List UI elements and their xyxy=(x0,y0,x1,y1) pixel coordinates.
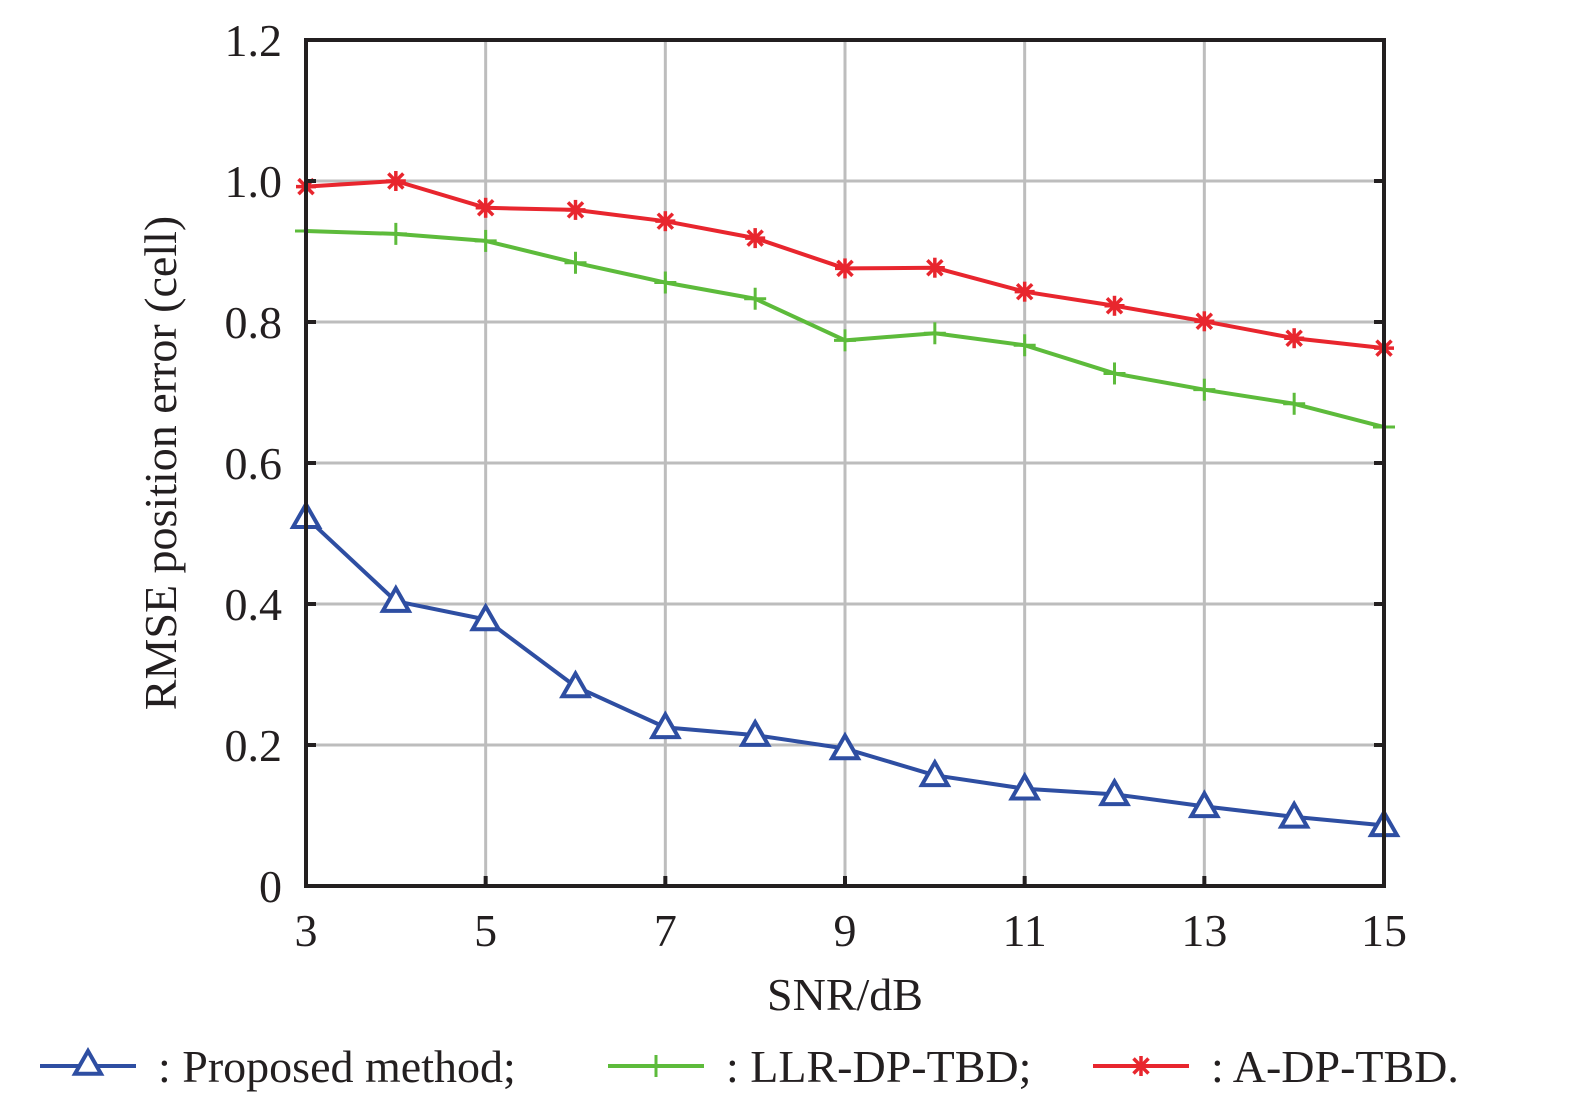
data-point xyxy=(655,211,676,232)
x-tick-label: 13 xyxy=(1181,905,1227,956)
legend-label: : LLR-DP-TBD; xyxy=(726,1041,1031,1092)
data-point xyxy=(1194,311,1215,332)
data-point xyxy=(559,669,592,699)
data-point xyxy=(918,758,952,788)
series-a-dp-tbd xyxy=(296,171,1394,359)
data-point xyxy=(923,322,946,345)
data-point xyxy=(1103,362,1126,385)
x-tick-label: 15 xyxy=(1361,905,1407,956)
y-tick-label: 0.8 xyxy=(225,297,283,348)
legend-item: : LLR-DP-TBD; xyxy=(608,1041,1031,1092)
data-point xyxy=(828,731,862,761)
x-tick-label: 9 xyxy=(834,905,857,956)
data-point xyxy=(1098,777,1131,807)
legend-item: : A-DP-TBD. xyxy=(1093,1041,1459,1092)
legend-label: : A-DP-TBD. xyxy=(1211,1041,1459,1092)
data-point xyxy=(738,718,772,747)
y-axis-label: RMSE position error (cell) xyxy=(135,216,186,710)
data-point xyxy=(648,710,682,740)
data-point xyxy=(379,584,413,613)
y-tick-label: 0 xyxy=(259,861,282,912)
legend-marker-asterisk-icon xyxy=(1131,1056,1151,1076)
data-point xyxy=(924,257,945,278)
ticks-layer: 3 5 7 9 11 13 15 0 0.2 0.4 0.6 0.8 1.0 1.2 xyxy=(225,15,1408,956)
series-llr-dp-tbd xyxy=(295,220,1395,439)
y-tick-label: 0.4 xyxy=(225,579,283,630)
data-point xyxy=(834,329,856,352)
data-point xyxy=(1284,328,1305,349)
data-point xyxy=(475,197,496,218)
data-point xyxy=(385,171,406,191)
x-tick-label: 7 xyxy=(654,905,677,956)
legend-item: : Proposed method; xyxy=(40,1041,516,1092)
data-point xyxy=(1283,392,1306,415)
data-point xyxy=(1193,378,1216,401)
data-point xyxy=(1008,771,1042,801)
legend-marker-plus-icon xyxy=(645,1055,667,1077)
data-point xyxy=(835,258,855,279)
legend-label: : Proposed method; xyxy=(158,1041,516,1092)
y-tick-label: 0.2 xyxy=(225,720,283,771)
y-tick-label: 1.0 xyxy=(225,156,283,207)
data-point xyxy=(564,251,587,274)
x-tick-label: 11 xyxy=(1003,905,1047,956)
y-tick-label: 0.6 xyxy=(225,438,283,489)
legend: : Proposed method; : LLR-DP-TBD; : A-DP-TB… xyxy=(40,1041,1459,1092)
data-point xyxy=(474,229,497,252)
legend-marker-triangle-icon xyxy=(71,1046,105,1076)
data-point xyxy=(744,287,767,310)
data-point xyxy=(469,602,503,632)
data-point xyxy=(654,271,677,294)
data-point xyxy=(1104,295,1125,316)
data-point xyxy=(745,228,766,249)
data-point xyxy=(1013,334,1036,357)
data-point xyxy=(1187,789,1221,819)
x-axis-label: SNR/dB xyxy=(767,969,923,1020)
y-tick-label: 1.2 xyxy=(225,15,283,66)
data-point xyxy=(384,222,407,245)
data-point xyxy=(1277,799,1311,829)
data-point xyxy=(1014,281,1035,302)
x-tick-label: 3 xyxy=(295,905,318,956)
x-tick-label: 5 xyxy=(474,905,497,956)
data-point xyxy=(565,199,586,220)
